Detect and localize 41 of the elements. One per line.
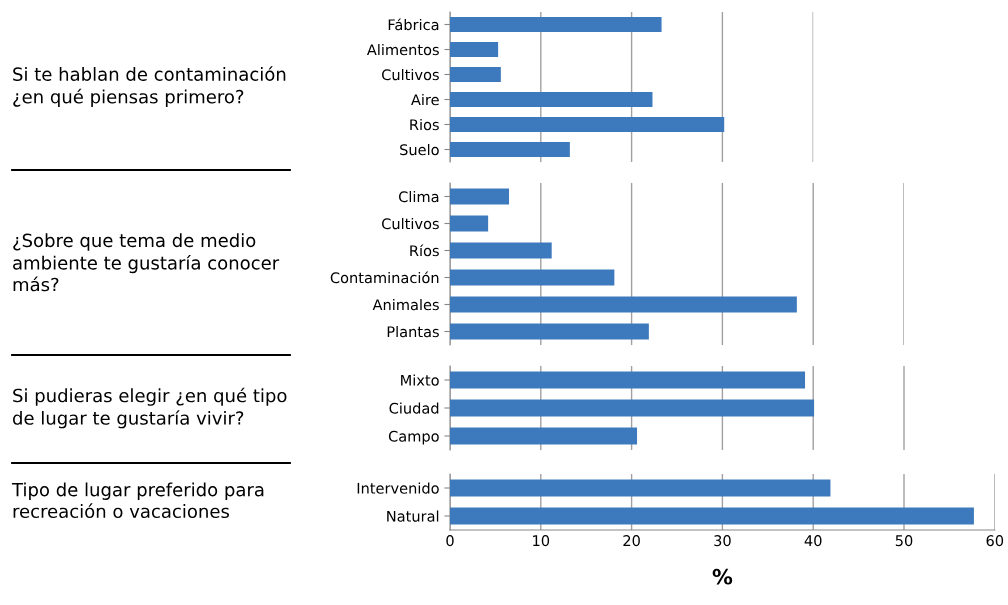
bar	[450, 17, 662, 32]
y-tick-label: Fábrica	[388, 18, 439, 31]
y-tick-label: Contaminación	[330, 271, 439, 284]
text: ¿Sobre que tema de medio ambiente te gustaría conocer más?	[13, 233, 280, 292]
x-tick-label: 30	[714, 535, 731, 547]
y-tick-label: Animales	[372, 298, 439, 311]
y-tick-label: Cultivos	[382, 217, 439, 230]
x-tick-label: 60	[986, 535, 1004, 547]
x-tick-label: 20	[623, 535, 640, 547]
bar	[450, 117, 725, 132]
y-tick-label: Intervenido	[357, 482, 439, 494]
bar	[450, 188, 510, 205]
bar	[450, 296, 797, 313]
x-tick-label: 40	[804, 535, 822, 547]
bar	[450, 92, 653, 107]
bar	[450, 215, 489, 232]
y-tick-label: Ciudad	[389, 402, 439, 414]
x-tick-label: 10	[533, 535, 550, 547]
y-tick-label: Cultivos	[382, 68, 439, 81]
text: Si pudieras elegir ¿en qué tipo de lugar te gustaría vivir?	[13, 387, 287, 429]
x-tick-label: 50	[895, 535, 913, 547]
x-tick-label: 0	[446, 535, 454, 547]
text: Si te hablan de contaminación ¿en qué piensas primero?	[13, 66, 286, 107]
y-tick-label: Mixto	[401, 374, 439, 386]
y-tick-label: Campo	[388, 430, 439, 445]
bar	[450, 242, 552, 259]
bar	[450, 142, 570, 157]
x-axis-title: %	[712, 568, 733, 585]
bar	[450, 269, 615, 286]
y-tick-label: Suelo	[400, 143, 439, 156]
text: Tipo de lugar preferido para recreación o vacaciones	[11, 482, 264, 519]
y-tick-label: Ríos	[410, 244, 439, 257]
y-tick-label: Plantas	[387, 325, 439, 338]
y-tick-label: Alimentos	[366, 43, 439, 56]
y-tick-label: Natural	[387, 510, 439, 522]
y-tick-label: Clima	[398, 190, 439, 203]
bar	[450, 42, 499, 57]
bar	[450, 67, 501, 82]
y-tick-label: Aire	[411, 93, 439, 106]
bar	[450, 323, 649, 340]
y-tick-label: Rios	[410, 118, 439, 131]
